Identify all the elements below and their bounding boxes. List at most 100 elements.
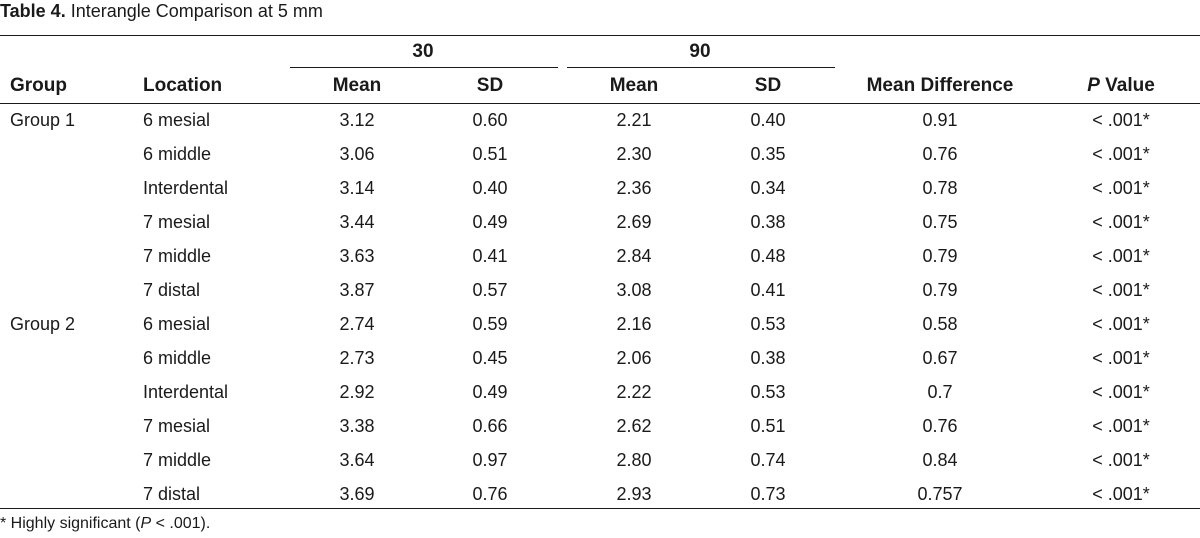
header-mean-30: Mean (332, 75, 382, 96)
header-group: Group (10, 75, 67, 96)
cell-mean-90: 2.21 (616, 110, 652, 130)
cell-sd-30: 0.97 (472, 450, 508, 470)
cell-location: 7 middle (143, 450, 212, 470)
cell-p-value: < .001* (1092, 314, 1150, 334)
cell-mean-90: 3.08 (616, 280, 652, 300)
cell-sd-30: 0.49 (472, 212, 508, 232)
cell-mean-difference: 0.75 (922, 212, 958, 232)
header-bottom-rule (0, 103, 1200, 104)
cell-sd-90: 0.41 (750, 280, 786, 300)
cell-sd-30: 0.59 (472, 314, 508, 334)
cell-sd-90: 0.73 (750, 484, 786, 504)
cell-location: 7 distal (143, 484, 201, 504)
footnote-p-italic: P (140, 515, 152, 532)
cell-sd-90: 0.40 (750, 110, 786, 130)
cell-p-value: < .001* (1092, 450, 1150, 470)
header-p-italic: P (1087, 75, 1100, 96)
cell-group: Group 1 (10, 110, 76, 130)
cell-mean-difference: 0.67 (922, 348, 958, 368)
cell-sd-30: 0.60 (472, 110, 508, 130)
cell-mean-30: 3.44 (339, 212, 375, 232)
cell-location: 7 middle (143, 246, 212, 266)
cell-sd-30: 0.41 (472, 246, 508, 266)
cell-mean-30: 3.14 (339, 178, 375, 198)
cell-mean-difference: 0.76 (922, 416, 958, 436)
cell-mean-90: 2.69 (616, 212, 652, 232)
cell-sd-90: 0.53 (750, 382, 786, 402)
cell-p-value: < .001* (1092, 280, 1150, 300)
cell-sd-90: 0.53 (750, 314, 786, 334)
cell-p-value: < .001* (1092, 348, 1150, 368)
table-caption: Table 4. Interangle Comparison at 5 mm (0, 0, 323, 22)
cell-mean-difference: 0.79 (922, 280, 958, 300)
cell-mean-90: 2.80 (616, 450, 652, 470)
cell-mean-30: 2.92 (339, 382, 375, 402)
cell-sd-90: 0.38 (750, 348, 786, 368)
cell-sd-90: 0.48 (750, 246, 786, 266)
cell-mean-30: 2.73 (339, 348, 375, 368)
cell-mean-90: 2.06 (616, 348, 652, 368)
cell-mean-30: 3.87 (339, 280, 375, 300)
cell-sd-90: 0.38 (750, 212, 786, 232)
table-caption-title: Interangle Comparison at 5 mm (70, 1, 323, 21)
cell-mean-difference: 0.58 (922, 314, 958, 334)
header-group-30: 30 (412, 41, 434, 62)
header-group-30-rule (290, 67, 558, 68)
cell-sd-30: 0.66 (472, 416, 508, 436)
cell-sd-90: 0.74 (750, 450, 786, 470)
cell-mean-90: 2.16 (616, 314, 652, 334)
cell-sd-30: 0.76 (472, 484, 508, 504)
cell-group: Group 2 (10, 314, 76, 334)
cell-sd-90: 0.34 (750, 178, 786, 198)
cell-mean-difference: 0.79 (922, 246, 958, 266)
cell-mean-difference: 0.78 (922, 178, 958, 198)
cell-p-value: < .001* (1092, 382, 1150, 402)
cell-sd-30: 0.51 (472, 144, 508, 164)
cell-location: 7 mesial (143, 212, 211, 232)
table-caption-label: Table 4. (0, 1, 66, 21)
cell-p-value: < .001* (1092, 246, 1150, 266)
cell-mean-difference: 0.7 (927, 382, 953, 402)
header-p-rest: Value (1099, 75, 1155, 96)
table-footnote: * Highly significant (P < .001). (0, 514, 210, 534)
cell-mean-30: 2.74 (339, 314, 375, 334)
cell-sd-30: 0.45 (472, 348, 508, 368)
cell-mean-difference: 0.76 (922, 144, 958, 164)
cell-mean-30: 3.69 (339, 484, 375, 504)
cell-mean-90: 2.93 (616, 484, 652, 504)
header-p-value: P Value (1087, 74, 1155, 98)
cell-sd-30: 0.57 (472, 280, 508, 300)
cell-mean-30: 3.63 (339, 246, 375, 266)
cell-sd-90: 0.35 (750, 144, 786, 164)
cell-mean-90: 2.84 (616, 246, 652, 266)
cell-mean-difference: 0.757 (917, 484, 963, 504)
header-sd-30: SD (476, 75, 504, 96)
cell-location: Interdental (143, 178, 229, 198)
cell-mean-30: 3.64 (339, 450, 375, 470)
cell-mean-30: 3.06 (339, 144, 375, 164)
cell-mean-difference: 0.91 (922, 110, 958, 130)
cell-mean-90: 2.30 (616, 144, 652, 164)
cell-mean-90: 2.62 (616, 416, 652, 436)
cell-sd-90: 0.51 (750, 416, 786, 436)
header-group-90: 90 (689, 41, 711, 62)
header-sd-90: SD (754, 75, 782, 96)
cell-mean-30: 3.12 (339, 110, 375, 130)
header-location: Location (143, 75, 223, 96)
cell-sd-30: 0.49 (472, 382, 508, 402)
cell-sd-30: 0.40 (472, 178, 508, 198)
cell-location: 6 middle (143, 348, 212, 368)
footnote-after: < .001). (151, 515, 211, 532)
cell-mean-90: 2.22 (616, 382, 652, 402)
table-bottom-rule (0, 508, 1200, 509)
header-mean-90: Mean (609, 75, 659, 96)
header-group-90-rule (567, 67, 835, 68)
cell-p-value: < .001* (1092, 178, 1150, 198)
cell-mean-difference: 0.84 (922, 450, 958, 470)
cell-mean-30: 3.38 (339, 416, 375, 436)
cell-location: 7 mesial (143, 416, 211, 436)
cell-location: 6 middle (143, 144, 212, 164)
cell-location: 6 mesial (143, 110, 211, 130)
cell-p-value: < .001* (1092, 484, 1150, 504)
cell-p-value: < .001* (1092, 144, 1150, 164)
